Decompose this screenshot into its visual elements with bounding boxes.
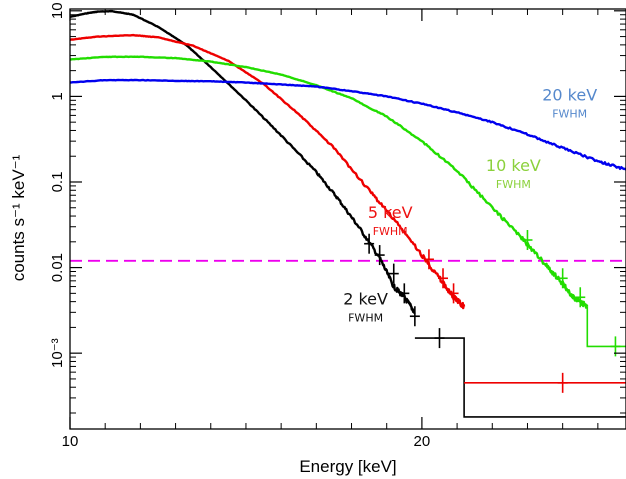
y-tick-label-2: 0.1 <box>49 172 66 193</box>
annotation-3-fwhm: FWHM <box>348 312 383 325</box>
series-1-line <box>70 33 466 310</box>
x-tick-label-0: 10 <box>62 433 79 450</box>
y-tick-label-1: 1 <box>49 92 66 100</box>
y-tick-label-3: 0.01 <box>49 253 66 282</box>
annotation-0-fwhm: FWHM <box>552 107 587 120</box>
plot-frame <box>69 8 626 430</box>
series-0-line <box>70 9 416 315</box>
annotation-1-label: 10 keV <box>486 156 541 175</box>
x-axis-title: Energy [keV] <box>299 457 396 476</box>
y-tick-label-4: 10⁻³ <box>49 338 66 368</box>
annotation-3-label: 2 keV <box>343 290 388 309</box>
y-tick-label-0: 10 <box>49 2 66 19</box>
y-axis-title: counts s⁻¹ keV⁻¹ <box>9 154 28 281</box>
plot-area <box>70 9 626 418</box>
annotation-2-label: 5 keV <box>368 203 413 222</box>
series-3-line <box>70 78 626 171</box>
annotation-1-fwhm: FWHM <box>496 178 531 191</box>
annotation-2-fwhm: FWHM <box>373 225 408 238</box>
x-tick-label-1: 20 <box>414 433 431 450</box>
series-0-step <box>414 337 626 418</box>
series-2-line <box>70 55 589 309</box>
plot-marks: 20 keV FWHM 10 keV FWHM 5 keV FWHM 2 keV FWHM <box>70 9 626 418</box>
annotation-0-label: 20 keV <box>542 85 597 104</box>
axes: 10 20 10 1 0.1 0.01 10⁻³ <box>49 2 626 450</box>
